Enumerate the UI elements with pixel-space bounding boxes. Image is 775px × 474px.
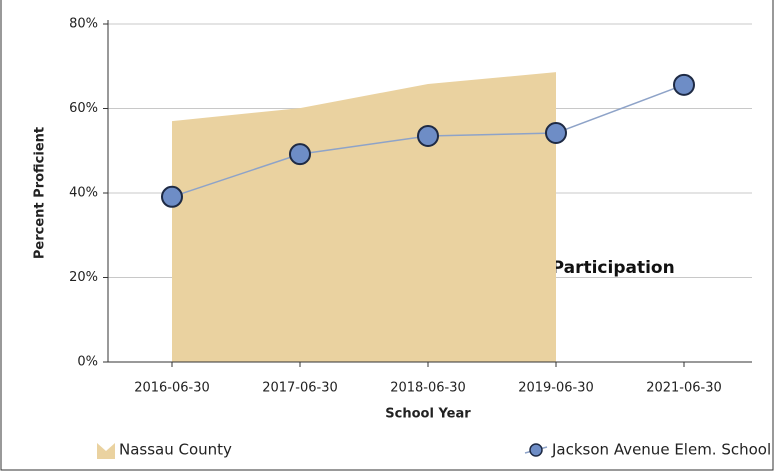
marker — [161, 185, 183, 208]
y-tick-label: 20% — [69, 270, 98, 285]
x-tick-label: 2018-06-30 — [390, 381, 466, 396]
legend-label: Nassau County — [119, 441, 232, 459]
y-tick-label: 80% — [69, 17, 98, 32]
legend-swatch — [529, 443, 543, 457]
x-tick-label: 2019-06-30 — [518, 381, 594, 396]
area — [172, 72, 556, 362]
x-axis-title: School Year — [385, 407, 471, 422]
y-tick-label: 60% — [69, 101, 98, 116]
y-tick-label: 0% — [77, 355, 98, 370]
legend-label: Jackson Avenue Elem. School — [551, 441, 771, 459]
marker — [545, 122, 567, 145]
x-tick-label: 2017-06-30 — [262, 381, 338, 396]
marker — [673, 73, 695, 96]
x-tick-label: 2016-06-30 — [134, 381, 210, 396]
x-tick-label: 2021-06-30 — [646, 381, 722, 396]
y-tick-label: 40% — [69, 186, 98, 201]
marker — [289, 143, 311, 166]
marker — [417, 124, 439, 147]
legend-swatch — [97, 443, 115, 459]
y-axis-title: Percent Proficient — [33, 127, 48, 259]
